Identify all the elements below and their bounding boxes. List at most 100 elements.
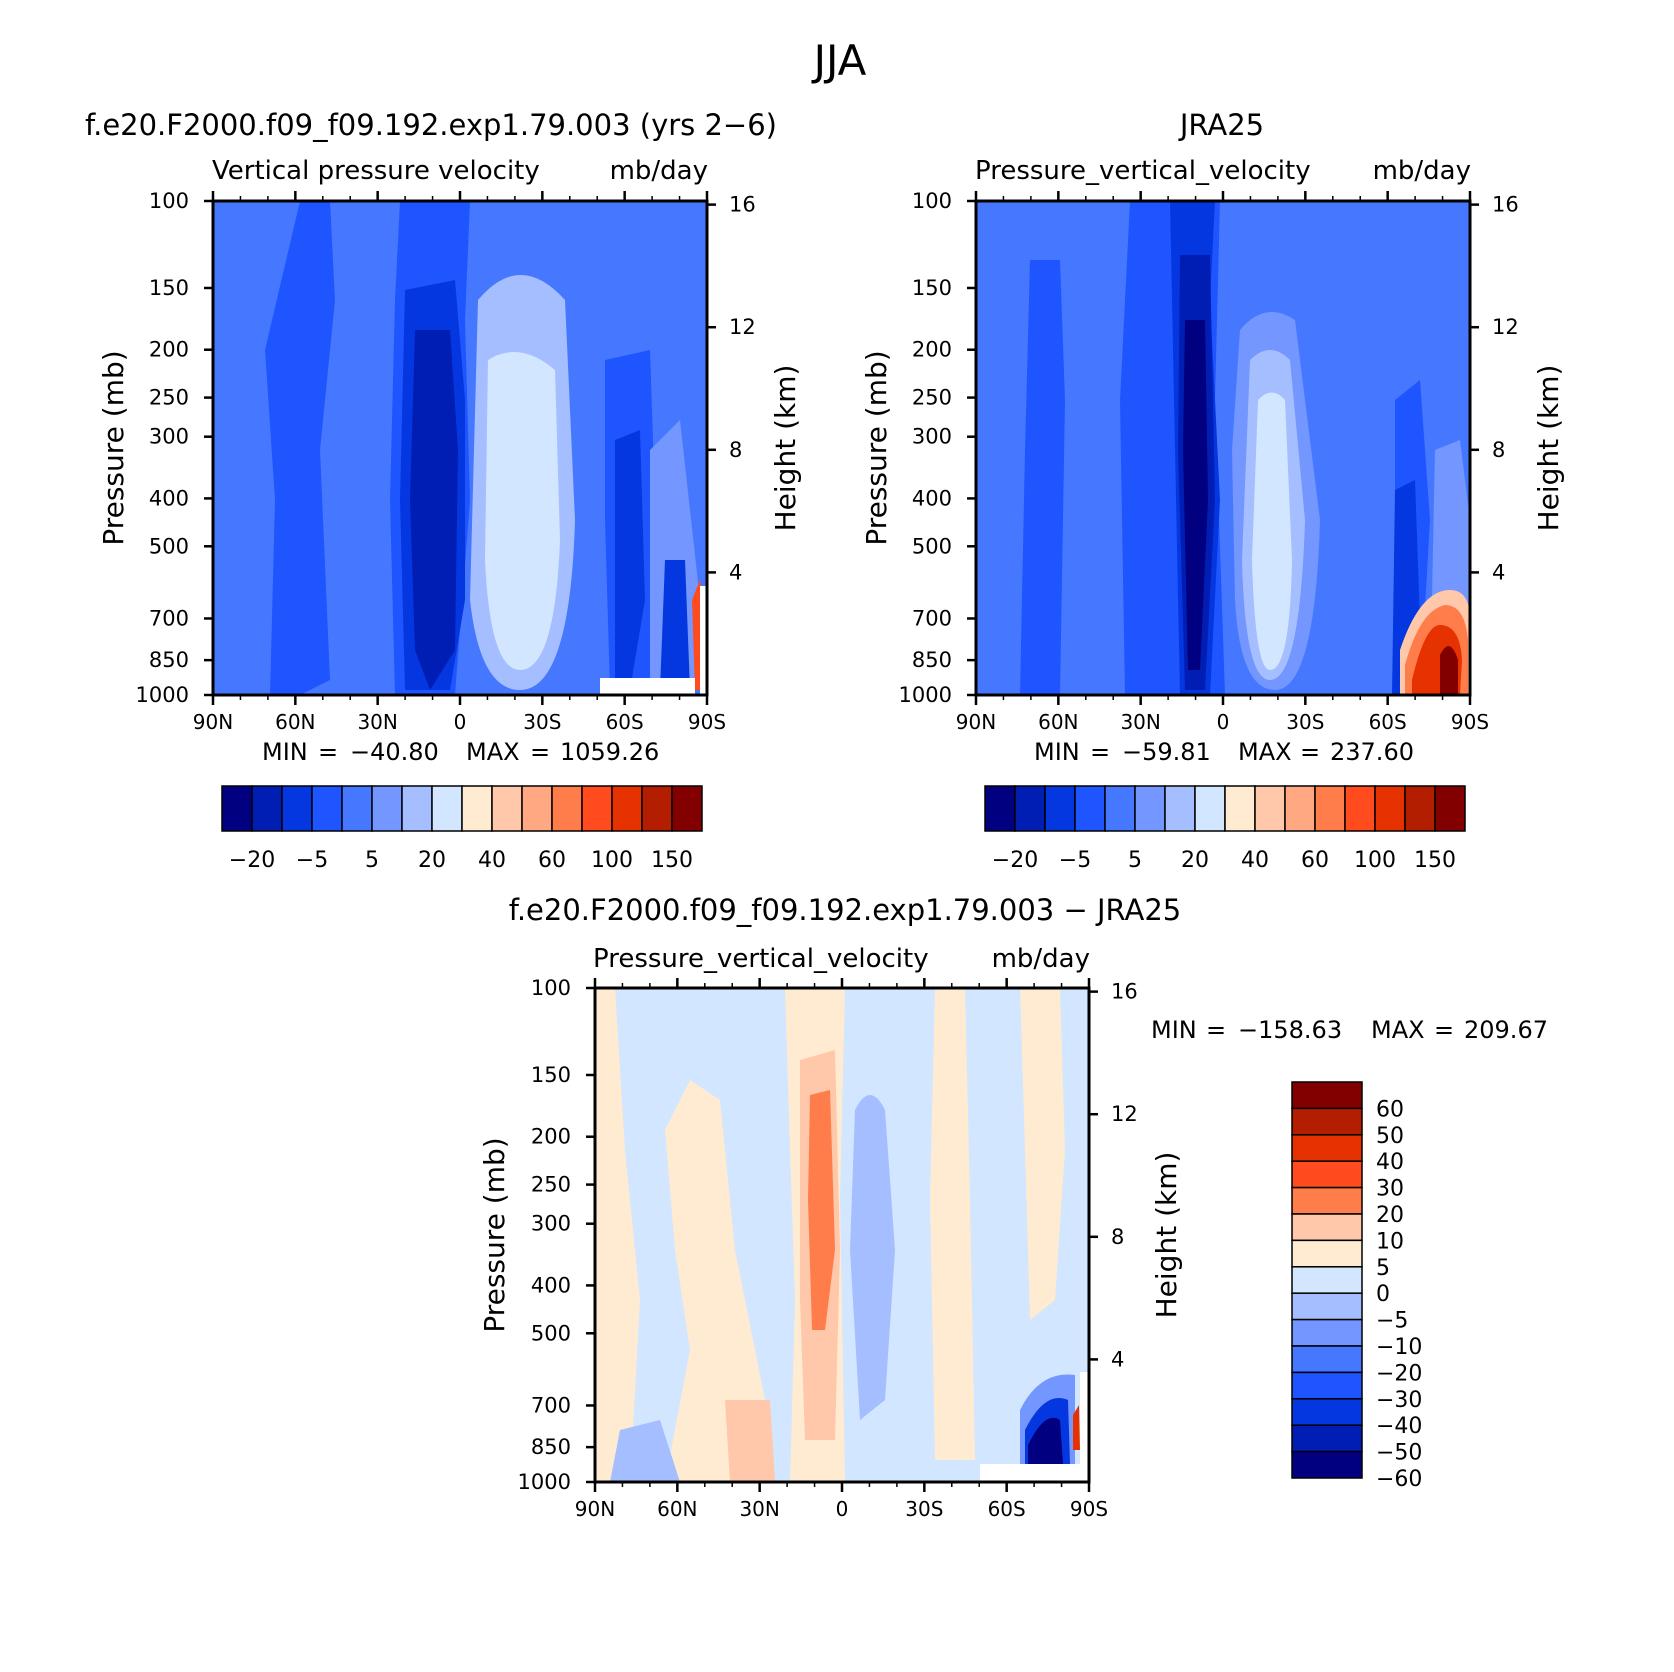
x-tick-label: 60N xyxy=(275,710,315,734)
panel-jra25-equals: = xyxy=(1090,738,1110,766)
y-tick-label: 200 xyxy=(912,338,952,362)
panel-jra25-x-axis: 90N 60N 30N 0 30S 60S 90S xyxy=(956,191,1489,734)
colorbar-swatch xyxy=(1194,785,1226,832)
y-tick-label: 700 xyxy=(531,1393,571,1417)
panel-difference-contour-band xyxy=(930,988,975,1460)
panel-model-subtitle-left: Vertical pressure velocity xyxy=(212,156,540,186)
y-tick-label: 300 xyxy=(149,425,189,449)
colorbar-swatch xyxy=(1291,1186,1363,1215)
colorbar-label: −10 xyxy=(1376,1335,1422,1360)
figure-title: JJA xyxy=(811,36,867,85)
x-tick-label: 60N xyxy=(1038,710,1078,734)
colorbar-swatch xyxy=(1134,785,1166,832)
colorbar-label: −5 xyxy=(1376,1309,1408,1334)
x-tick-label: 90N xyxy=(575,1497,615,1521)
colorbar-label: −20 xyxy=(229,848,275,873)
colorbar-label: 20 xyxy=(418,848,446,873)
panel-model-missing-region xyxy=(600,678,695,695)
x-tick-label: 90S xyxy=(1451,710,1489,734)
panel-model-max-label: MAX xyxy=(466,738,520,766)
panel-jra25-min-label: MIN xyxy=(1034,738,1080,766)
colorbar-swatch xyxy=(641,785,673,832)
x-tick-label: 90S xyxy=(1070,1497,1108,1521)
panel-difference-title: f.e20.F2000.f09_f09.192.exp1.79.003 − JR… xyxy=(509,893,1182,927)
colorbar-label: 60 xyxy=(1301,848,1329,873)
colorbar-label: −20 xyxy=(992,848,1038,873)
colorbar-swatch xyxy=(431,785,463,832)
colorbar-swatch xyxy=(1291,1450,1363,1479)
panel-model-equals: = xyxy=(318,738,338,766)
panel-model-stats: MIN = −40.80 MAX = 1059.26 xyxy=(262,738,659,766)
panel-difference-contour-band xyxy=(808,1090,835,1330)
colorbar-swatch xyxy=(1291,1266,1363,1294)
colorbar-swatch xyxy=(551,785,583,832)
panel-difference-contour-band xyxy=(595,988,640,1482)
y-tick-label: 1000 xyxy=(518,1470,571,1494)
colorbar-label: 100 xyxy=(1354,848,1396,873)
panel-model-subtitle-right: mb/day xyxy=(610,156,708,186)
colorbar-swatch xyxy=(1104,785,1136,832)
x-tick-label: 0 xyxy=(454,710,467,734)
panel-difference-contour-band xyxy=(850,1095,895,1420)
colorbar-swatch xyxy=(1291,1398,1363,1426)
y-tick-label: 500 xyxy=(912,534,952,558)
colorbar-swatch xyxy=(1291,1213,1363,1242)
colorbar-swatch xyxy=(221,785,253,832)
panel-difference-contour-band xyxy=(1020,988,1065,1320)
panel-jra25-colorbar: −20 −5 5 20 40 60 100 150 xyxy=(984,785,1466,873)
colorbar-swatch xyxy=(671,785,703,832)
panel-model-contour-band xyxy=(265,201,335,695)
panel-jra25-subtitle-right: mb/day xyxy=(1373,156,1471,186)
x-tick-label: 30S xyxy=(905,1497,943,1521)
colorbar-label: 40 xyxy=(1376,1150,1404,1175)
panel-jra25-max-value: 237.60 xyxy=(1330,738,1414,766)
colorbar-swatch xyxy=(1291,1371,1363,1400)
colorbar-label: 30 xyxy=(1376,1177,1404,1202)
colorbar-swatch xyxy=(1404,785,1436,832)
panel-jra25-ylabel: Pressure (mb) xyxy=(860,350,893,545)
x-tick-label: 0 xyxy=(836,1497,849,1521)
x-tick-label: 60N xyxy=(657,1497,697,1521)
colorbar-swatch xyxy=(1254,785,1286,832)
y-tick-label: 850 xyxy=(912,648,952,672)
y-tick-label: 250 xyxy=(149,386,189,410)
panel-jra25-equals: = xyxy=(1300,738,1320,766)
colorbar-label: 150 xyxy=(1414,848,1456,873)
panel-model-min-label: MIN xyxy=(262,738,308,766)
colorbar-label: −20 xyxy=(1376,1361,1422,1386)
panel-difference-right-axis: 16 12 8 4 xyxy=(1089,980,1138,1371)
panel-model-right-axis: 16 12 8 4 xyxy=(707,193,756,584)
colorbar-swatch xyxy=(491,785,523,832)
panel-difference-missing-region xyxy=(1080,1372,1089,1482)
panel-model-x-axis: 90N 60N 30N 0 30S 60S 90S xyxy=(193,191,726,734)
panel-jra25: JRA25 Pressure_vertical_velocity mb/day xyxy=(860,108,1565,873)
colorbar-swatch xyxy=(1164,785,1196,832)
colorbar-label: 5 xyxy=(365,848,379,873)
y-tick-label: 150 xyxy=(149,276,189,300)
panel-model-contour-band xyxy=(650,420,700,690)
colorbar-swatch xyxy=(1291,1318,1363,1347)
panel-model-plot: 100 150 200 250 300 400 500 700 850 1000 16 12 8 4 9… xyxy=(136,189,756,734)
colorbar-swatch xyxy=(1284,785,1316,832)
y-tick-label: 1000 xyxy=(899,683,952,707)
y-tick-label: 400 xyxy=(149,486,189,510)
colorbar-label: 60 xyxy=(1376,1097,1404,1122)
panel-difference-contour-band xyxy=(1028,1417,1063,1464)
panel-model-missing-region xyxy=(700,586,707,695)
panel-jra25-plot: 100 150 200 250 300 400 500 700 850 1000 16 12 8 4 9… xyxy=(899,189,1519,734)
y-tick-label: 200 xyxy=(149,338,189,362)
panel-difference-equals: = xyxy=(1206,1016,1226,1044)
panel-jra25-contour-band xyxy=(1440,646,1458,695)
colorbar-swatch xyxy=(1044,785,1076,832)
y-right-tick-label: 4 xyxy=(1111,1347,1124,1371)
x-tick-label: 30N xyxy=(357,710,397,734)
colorbar-swatch xyxy=(1291,1107,1363,1136)
panel-jra25-contour-band xyxy=(1252,392,1292,670)
panel-model-contour-band xyxy=(410,330,458,690)
y-right-tick-label: 16 xyxy=(1111,980,1138,1004)
y-tick-label: 850 xyxy=(149,648,189,672)
colorbar-swatch xyxy=(341,785,373,832)
colorbar-label: 5 xyxy=(1376,1256,1390,1281)
